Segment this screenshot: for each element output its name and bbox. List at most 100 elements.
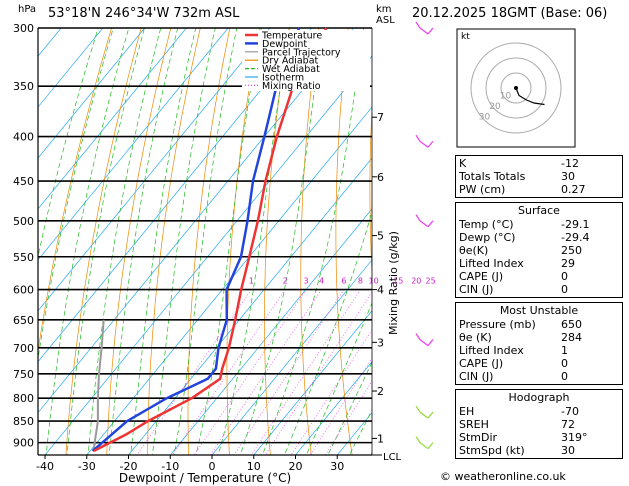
hodograph-units-label: kt: [461, 32, 470, 42]
stat-label: Lifted Index: [459, 344, 524, 357]
legend-label: Dewpoint: [262, 39, 307, 50]
isotherm-line: [295, 361, 372, 455]
isotherm-line: [169, 208, 372, 455]
stat-label: K: [459, 157, 467, 170]
stat-label: CAPE (J): [459, 357, 504, 370]
stat-label: EH: [459, 405, 475, 418]
pressure-tick-label: 450: [13, 175, 34, 188]
wind-barb: [415, 214, 434, 228]
mixing-ratio-label: 8: [358, 277, 363, 286]
mixing-ratio-line: [193, 289, 307, 455]
pressure-tick-label: 850: [13, 415, 34, 428]
pressure-tick-label: 700: [13, 342, 34, 355]
stability-panel: K -12 Totals Totals 30 PW (cm) 0.27 Surface Te…: [455, 155, 623, 463]
wind-barb: [415, 333, 434, 347]
height-tick-label: 2: [377, 385, 384, 398]
hodograph-ring-label: 30: [479, 113, 491, 123]
stat-value: 0: [561, 283, 568, 296]
stat-value: 30: [561, 170, 575, 183]
wet-adiabat-line: [305, 302, 372, 455]
dry-adiabat-line: [106, 28, 172, 455]
stat-row: StmSpd (kt) 30: [459, 444, 619, 457]
hodograph-trace: [515, 87, 545, 106]
pressure-tick-label: 900: [13, 437, 34, 450]
pressure-tick-label: 500: [13, 215, 34, 228]
mixing-ratio-axis-label: Mixing Ratio (g/kg): [387, 231, 400, 335]
dry-adiabat-line: [226, 28, 260, 455]
stat-label: Lifted Index: [459, 257, 524, 270]
wet-adiabat-line: [45, 28, 130, 455]
stat-row: SREH 72: [459, 418, 619, 431]
height-tick-label: 3: [377, 336, 384, 349]
hodograph-origin: [514, 86, 518, 90]
stat-row: CAPE (J) 0: [459, 270, 619, 283]
stat-label: CAPE (J): [459, 270, 504, 283]
stat-value: 250: [561, 244, 582, 257]
stat-row: CIN (J) 0: [459, 283, 619, 296]
dry-adiabat-line: [300, 28, 320, 455]
stat-value: 319°: [561, 431, 588, 444]
wet-adiabat-line: [151, 28, 216, 455]
wet-adiabat-line: [349, 409, 372, 455]
pressure-tick-label: 650: [13, 314, 34, 327]
dry-adiabat-line: [38, 28, 112, 354]
temperature-tick-label: -10: [161, 460, 179, 473]
stat-value: 1: [561, 344, 568, 357]
stat-value: -29.4: [561, 231, 590, 244]
wind-barb: [415, 405, 434, 419]
most-unstable-box: Most Unstable Pressure (mb) 650 θe (K) 284 Li…: [455, 302, 623, 385]
pressure-tick-label: 350: [13, 80, 34, 93]
stat-label: Temp (°C): [459, 218, 514, 231]
mixing-ratio-label: 15: [393, 277, 403, 286]
isotherm-line: [86, 106, 372, 455]
isotherm-line: [38, 28, 229, 261]
stat-label: PW (cm): [459, 183, 506, 196]
stat-row: Pressure (mb) 650: [459, 318, 619, 331]
legend-label: Isotherm: [262, 73, 304, 84]
wet-adiabat-line: [38, 28, 99, 259]
temperature-tick-label: 0: [209, 460, 216, 473]
legend-label: Parcel Trajectory: [262, 47, 341, 58]
isotherm-line: [211, 259, 372, 455]
section-title: Surface: [518, 204, 560, 217]
pressure-tick-label: 300: [13, 22, 34, 35]
mixing-ratio-line: [136, 289, 252, 455]
wet-adiabat-line: [38, 28, 114, 362]
dry-adiabat-line: [369, 101, 372, 280]
stat-value: 0: [561, 370, 568, 383]
wet-adiabat-line: [87, 28, 162, 455]
stat-value: 0: [561, 357, 568, 370]
stat-row: Temp (°C) -29.1: [459, 218, 619, 231]
stat-row: CAPE (J) 0: [459, 357, 619, 370]
temperature-tick-label: 20: [289, 460, 303, 473]
isotherm-line: [38, 28, 146, 159]
stat-row: StmDir 319°: [459, 431, 619, 444]
section-title: Hodograph: [508, 391, 570, 404]
temperature-tick-label: -30: [78, 460, 96, 473]
wind-barb: [415, 134, 434, 148]
wet-adiabat-line: [66, 28, 145, 455]
stat-value: 72: [561, 418, 575, 431]
dry-adiabat-line: [147, 28, 201, 455]
mixing-ratio-line: [250, 289, 361, 455]
legend-label: Wet Adiabat: [262, 64, 320, 75]
mixing-ratio-label: 4: [319, 277, 324, 286]
height-tick-label: 1: [377, 432, 384, 445]
stat-label: CIN (J): [459, 283, 494, 296]
mixing-ratio-line: [309, 357, 372, 455]
isotherm-line: [128, 157, 372, 455]
stat-value: -12: [561, 157, 579, 170]
temperature-line: [93, 27, 328, 453]
height-tick-label: 4: [377, 284, 384, 297]
stat-row: Totals Totals 30: [459, 170, 619, 183]
mixing-ratio-label: 2: [283, 277, 288, 286]
wet-adiabat-line: [240, 28, 324, 455]
hodograph-ring: [500, 72, 532, 104]
dry-adiabat-line: [187, 28, 231, 455]
wet-adiabat-line: [173, 28, 238, 455]
height-tick-label: 5: [377, 230, 384, 243]
stat-label: Totals Totals: [459, 170, 526, 183]
mixing-ratio-line: [171, 289, 286, 455]
